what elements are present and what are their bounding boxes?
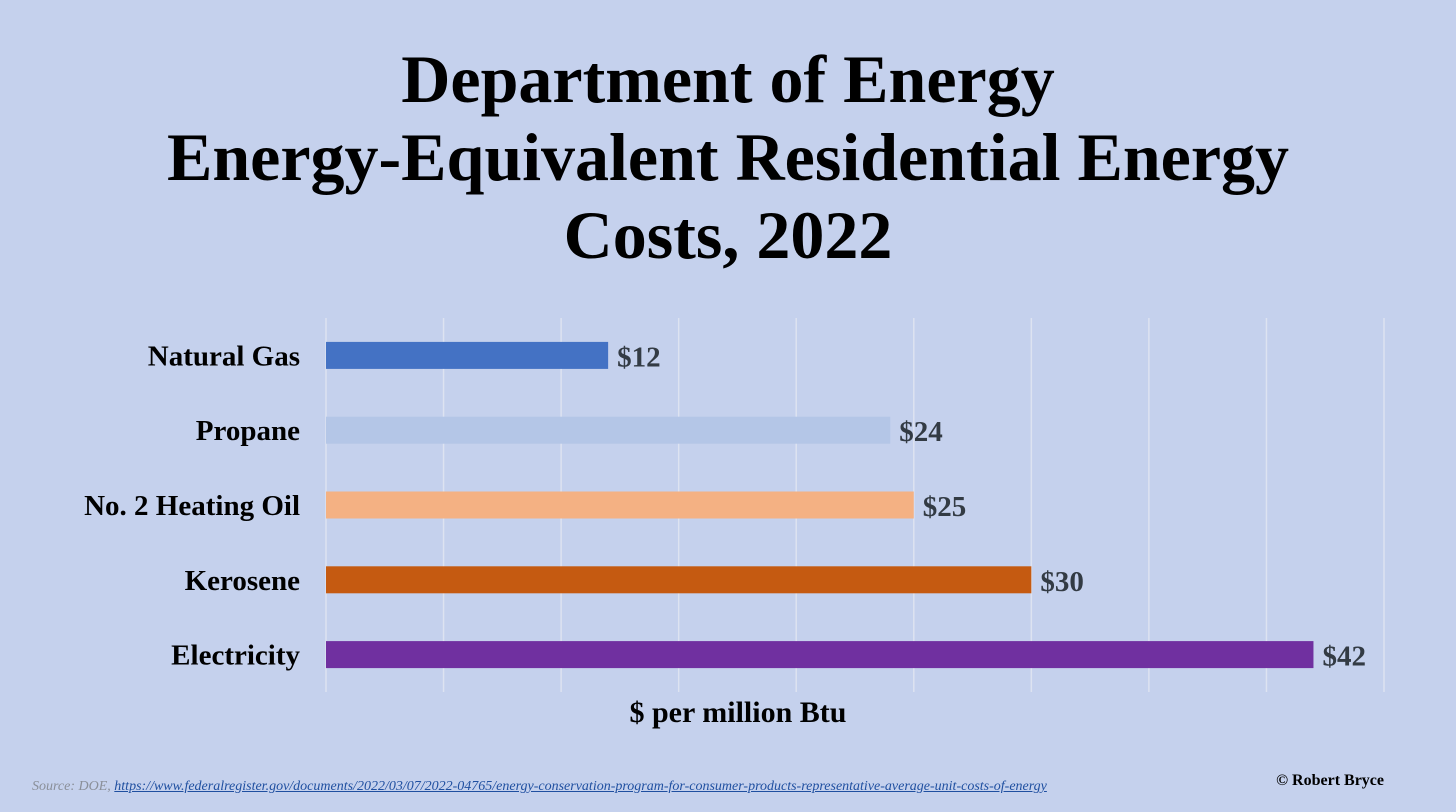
chart-title-line-2: Energy-Equivalent Residential Energy [166,119,1290,195]
x-axis-label: $ per million Btu [629,696,847,729]
labels: Natural Gas $12 Propane $24 No. 2 Heating Oi… [84,340,1366,672]
data-label-2: $25 [923,491,967,523]
source-prefix: Source: DOE, [32,779,115,794]
category-label-2: No. 2 Heating Oil [84,490,300,522]
bar-2 [326,491,914,519]
source-link[interactable]: https://www.federalregister.gov/document… [114,779,1047,794]
bars [326,341,1314,669]
source-note: Source: DOE, https://www.federalregister… [32,779,1047,795]
category-label-4: Electricity [171,640,300,672]
category-label-0: Natural Gas [148,340,300,372]
category-label-3: Kerosene [185,565,301,597]
category-label-1: Propane [196,415,300,447]
bar-0 [326,341,609,369]
chart-title: Department of Energy Energy-Equivalent R… [0,40,1456,274]
copyright-notice: © Robert Bryce [1276,772,1384,789]
data-label-1: $24 [899,416,943,448]
chart-title-line-1: Department of Energy [401,41,1055,117]
bar-4 [326,641,1314,669]
bar-1 [326,416,891,444]
chart-title-line-3: Costs, 2022 [563,197,893,273]
data-label-0: $12 [617,341,661,373]
bar-3 [326,566,1032,594]
data-label-4: $42 [1322,641,1366,673]
data-label-3: $30 [1040,566,1084,598]
